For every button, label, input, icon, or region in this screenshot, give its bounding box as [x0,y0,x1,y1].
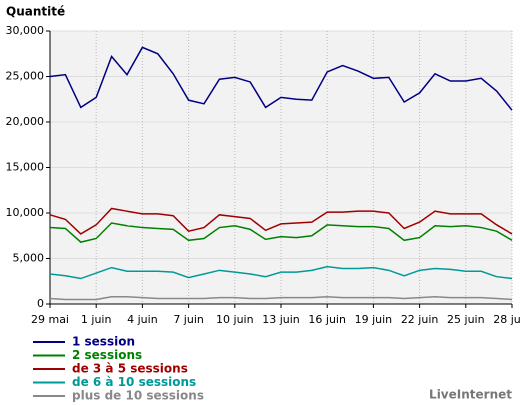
x-tick-label: 28 juin [493,313,520,326]
y-tick-label: 20,000 [6,115,45,128]
legend-label: de 6 à 10 sessions [72,375,196,389]
x-tick-label: 16 juin [308,313,346,326]
y-tick-label: 30,000 [6,24,45,37]
y-tick-label: 25,000 [6,70,45,83]
y-tick-label: 5,000 [13,252,45,265]
y-tick-label: 15,000 [6,161,45,174]
x-tick-label: 7 juin [173,313,204,326]
x-tick-label: 10 juin [216,313,254,326]
series-line [49,295,513,301]
x-tick-label: 1 juin [81,313,112,326]
series-line [49,265,513,280]
x-tick-label: 19 juin [355,313,393,326]
series-line [49,207,513,235]
legend-label: plus de 10 sessions [72,389,204,403]
y-tick-label: 10,000 [6,206,45,219]
x-tick-label: 13 juin [262,313,300,326]
legend-label: de 3 à 5 sessions [72,362,188,376]
x-tick-label: 29 mai [31,313,69,326]
series-line [49,46,513,111]
chart-title: Quantité [6,5,65,19]
y-tick-label: 0 [37,297,44,310]
legend-label: 2 sessions [72,348,142,362]
credit: LiveInternet [429,388,512,402]
x-tick-label: 25 juin [447,313,485,326]
legend-label: 1 session [72,335,135,349]
x-tick-label: 22 juin [401,313,439,326]
series-line [49,222,513,243]
x-tick-label: 4 juin [127,313,158,326]
